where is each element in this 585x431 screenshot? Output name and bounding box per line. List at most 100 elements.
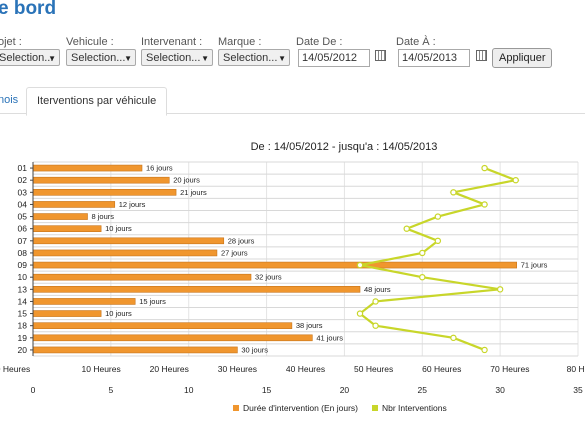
duration-bar	[32, 334, 313, 342]
duration-bar	[32, 261, 517, 269]
tab-mois[interactable]: nois	[0, 94, 19, 106]
interventions-point	[403, 225, 410, 232]
vehicule-select-value: Selection...	[71, 52, 126, 64]
top-axis-tick-label: 0 Heures	[0, 364, 30, 374]
chevron-down-icon: ▼	[124, 54, 132, 63]
duration-bar	[32, 237, 225, 245]
projet-select-value: Selection...	[0, 52, 54, 64]
interventions-point	[356, 310, 364, 317]
projet-filter-label: ojet :	[0, 36, 22, 48]
duration-bar	[32, 176, 170, 184]
duration-bar	[32, 286, 361, 293]
category-label: 03	[18, 187, 28, 197]
duration-bar	[32, 322, 293, 329]
bar-data-label: 12 jours	[119, 200, 146, 209]
bar-data-label: 10 jours	[105, 224, 132, 233]
marque-select[interactable]: Selection... ▼	[218, 49, 290, 66]
projet-select[interactable]: Selection... ▼	[0, 49, 60, 66]
intervenant-select[interactable]: Selection... ▼	[141, 49, 213, 66]
apply-button[interactable]: Appliquer	[492, 48, 553, 68]
intervenant-filter-label: Intervenant :	[141, 36, 203, 48]
category-label: 18	[18, 321, 28, 331]
top-axis-tick-label: 80 He	[567, 364, 585, 374]
top-axis-tick-label: 60 Heures	[422, 364, 461, 374]
date-from-label: Date De :	[296, 36, 343, 48]
duration-bar	[32, 273, 252, 281]
interventions-point	[481, 201, 488, 208]
duration-bar	[32, 249, 218, 257]
interventions-point	[434, 213, 442, 220]
legend-swatch-duration	[233, 405, 239, 411]
bottom-axis-tick-label: 35	[573, 385, 583, 395]
interventions-point	[419, 249, 426, 257]
vehicule-select[interactable]: Selection... ▼	[66, 49, 136, 66]
interventions-point	[481, 346, 488, 354]
date-to-label: Date À :	[396, 36, 436, 48]
bar-data-label: 28 jours	[228, 236, 255, 245]
calendar-icon[interactable]	[476, 50, 487, 61]
chevron-down-icon: ▼	[48, 54, 56, 63]
chevron-down-icon: ▼	[201, 54, 209, 63]
interventions-point	[356, 261, 364, 269]
category-label: 19	[18, 333, 28, 343]
bottom-axis-tick-label: 10	[184, 385, 194, 395]
interventions-point	[434, 237, 442, 245]
bar-data-label: 30 jours	[241, 345, 268, 354]
bar-data-label: 15 jours	[139, 297, 166, 306]
bar-data-label: 41 jours	[316, 333, 343, 342]
duration-bar	[32, 189, 177, 196]
tabs-divider	[0, 113, 585, 114]
tab-interventions-par-vehicule[interactable]: Iterventions par véhicule	[26, 87, 168, 116]
page-title: e bord	[0, 0, 57, 19]
interventions-point	[481, 164, 488, 172]
duration-bar	[32, 310, 102, 317]
duration-bar	[32, 225, 102, 232]
category-label: 10	[18, 272, 28, 282]
category-label: 05	[18, 212, 28, 222]
intervenant-select-value: Selection...	[146, 52, 201, 64]
bar-data-label: 48 jours	[364, 285, 391, 294]
top-axis-tick-label: 10 Heures	[82, 364, 121, 374]
interventions-point	[496, 286, 504, 293]
interventions-point	[372, 298, 379, 305]
bar-data-label: 38 jours	[296, 321, 323, 330]
bar-data-label: 20 jours	[173, 176, 200, 185]
bar-data-label: 8 jours	[92, 212, 115, 221]
category-label: 14	[18, 296, 28, 306]
bottom-axis-tick-label: 5	[108, 385, 113, 395]
bottom-axis-tick-label: 0	[31, 385, 36, 395]
chart-grid	[33, 161, 579, 357]
category-label: 07	[18, 236, 28, 246]
top-axis-tick-label: 40 Heures	[286, 364, 325, 374]
bar-data-label: 21 jours	[180, 188, 207, 197]
bar-data-label: 16 jours	[146, 164, 173, 173]
legend-label-duration: Durée d'intervention (En jours)	[243, 403, 358, 413]
date-to-input[interactable]: 14/05/2013	[398, 49, 470, 67]
interventions-line	[358, 167, 520, 351]
top-axis-tick-label: 20 Heures	[150, 364, 189, 374]
legend-label-interventions: Nbr Interventions	[382, 403, 447, 413]
chevron-down-icon: ▼	[278, 54, 286, 63]
category-label: 13	[18, 284, 28, 294]
top-axis-tick-label: 70 Heures	[490, 364, 529, 374]
bar-data-label: 10 jours	[105, 309, 132, 318]
category-label: 15	[18, 309, 28, 319]
marque-filter-label: Marque :	[218, 36, 262, 48]
top-axis-tick-label: 30 Heures	[218, 364, 257, 374]
date-from-input[interactable]: 14/05/2012	[298, 49, 370, 67]
calendar-icon[interactable]	[375, 50, 386, 61]
bottom-axis-tick-label: 15	[262, 385, 272, 395]
bar-data-label: 27 jours	[221, 248, 248, 257]
chart-legend: Durée d'intervention (En jours) Nbr Inter…	[233, 403, 447, 413]
duration-bar	[32, 346, 238, 354]
duration-bar	[32, 201, 116, 208]
legend-swatch-interventions	[372, 405, 378, 411]
interventions-point	[512, 176, 519, 184]
interventions-point	[450, 189, 457, 196]
category-label: 20	[18, 345, 28, 355]
bar-data-label: 32 jours	[255, 273, 282, 282]
duration-bar	[32, 213, 88, 220]
category-label: 09	[18, 260, 28, 270]
